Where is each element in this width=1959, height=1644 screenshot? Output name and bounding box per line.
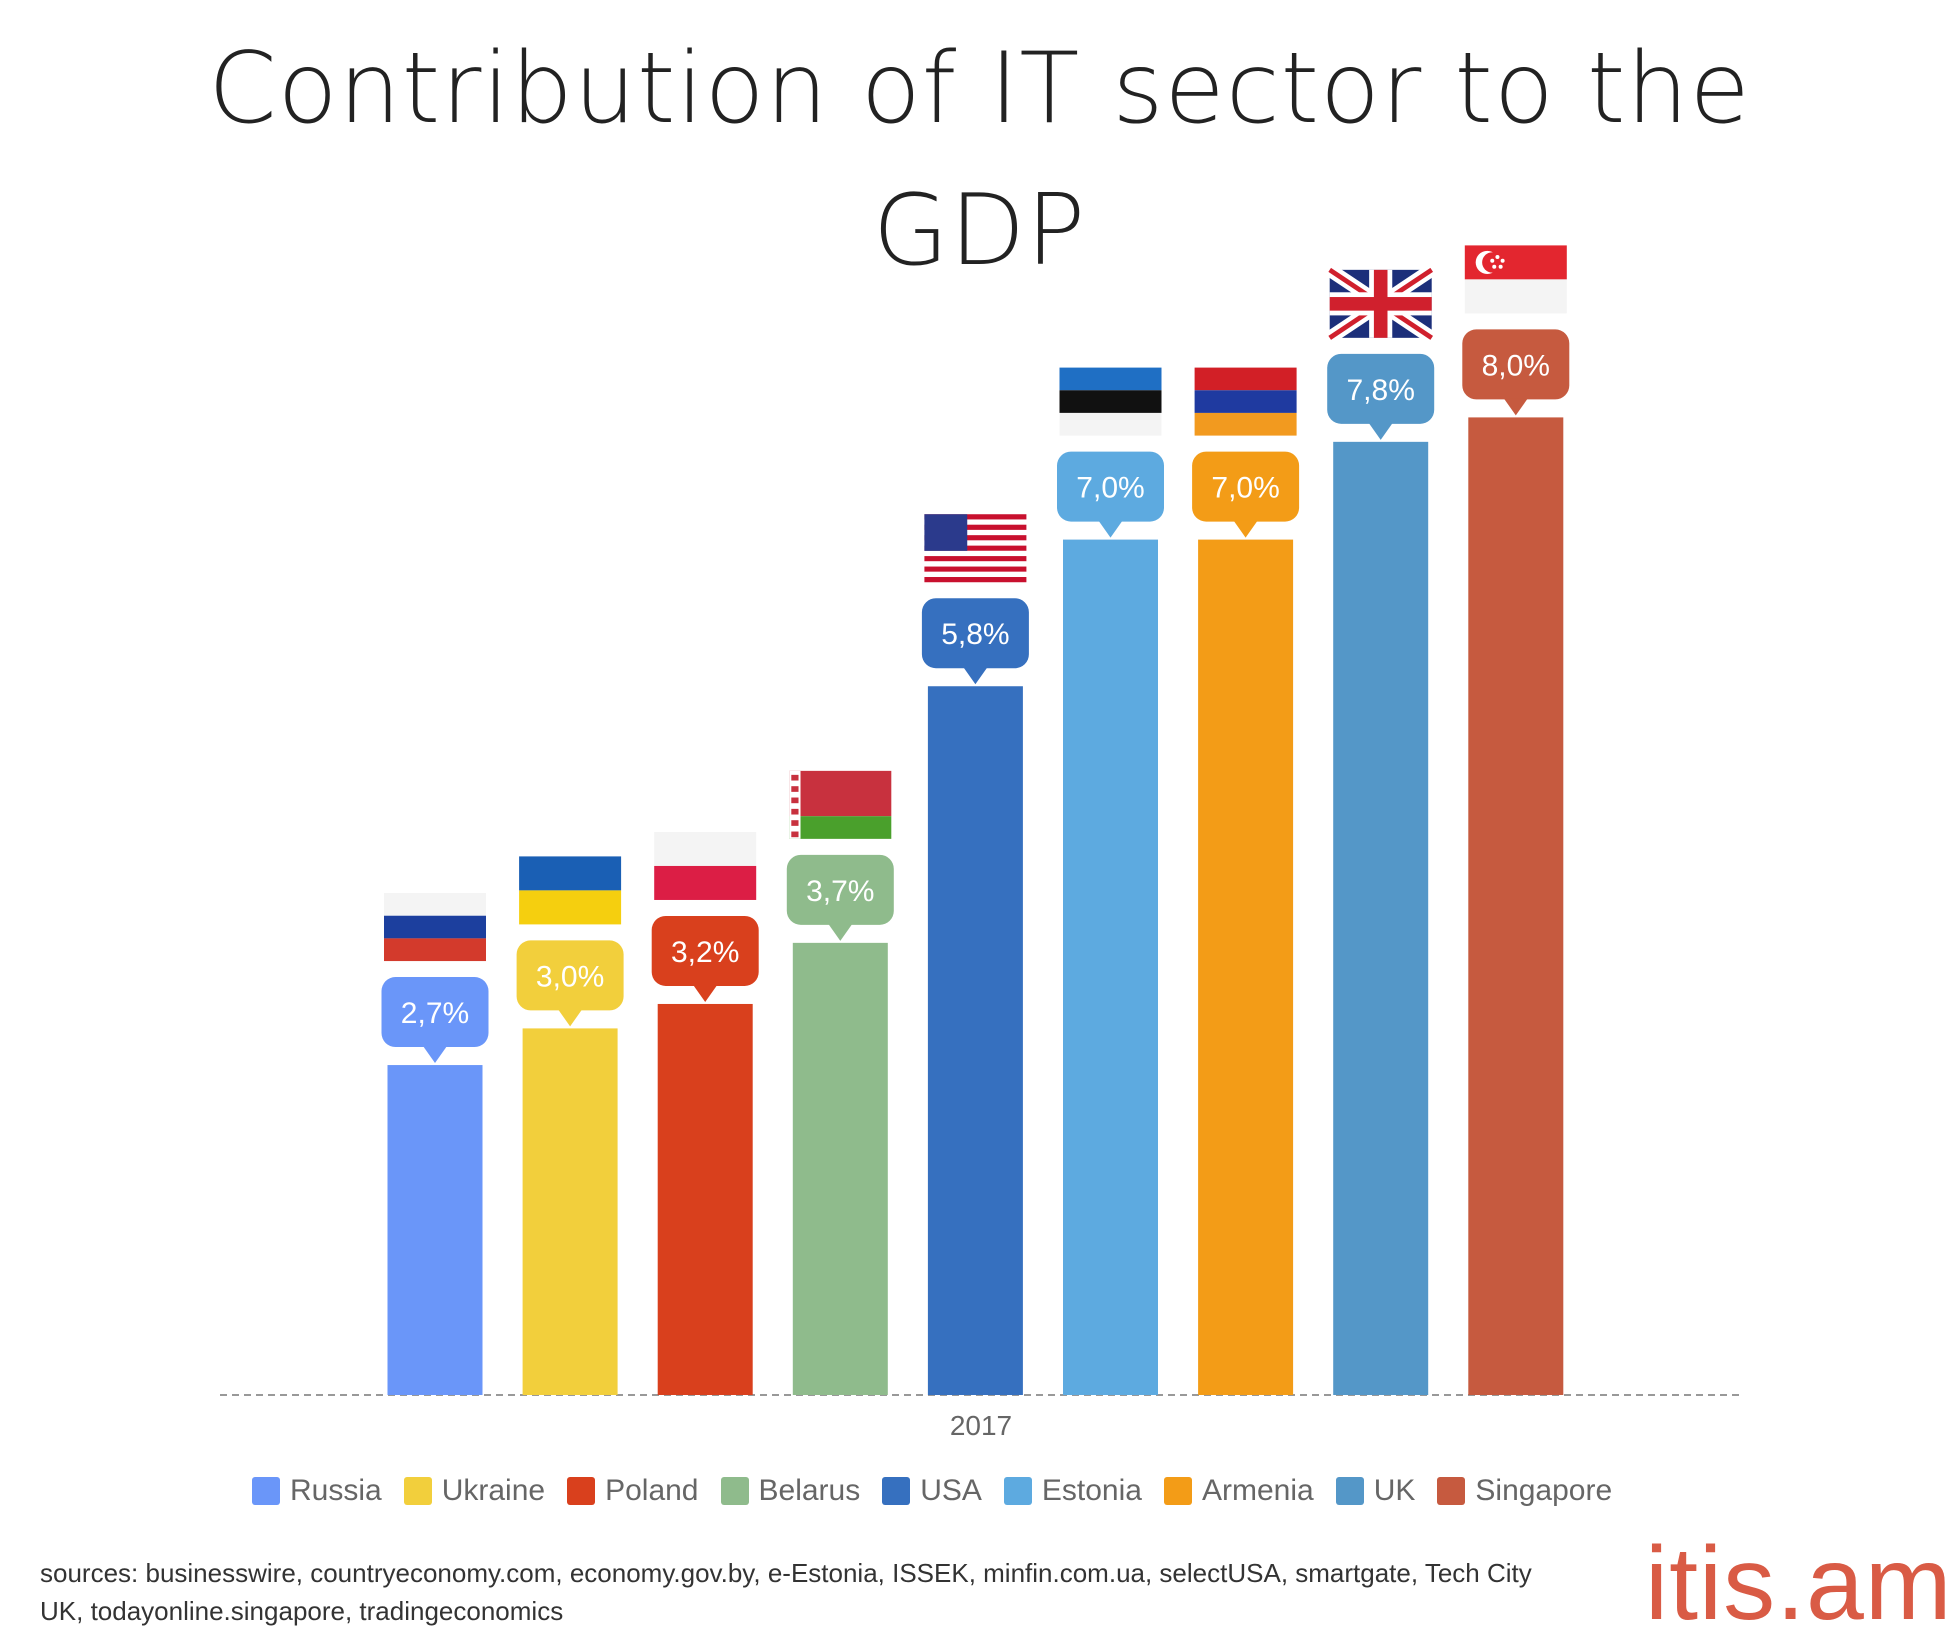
legend-swatch: [1003, 1477, 1032, 1505]
singapore-flag-icon: [1464, 245, 1567, 314]
bar-group-belarus: 3,7%: [786, 770, 894, 1395]
legend-label: Estonia: [1041, 1474, 1142, 1507]
bar-estonia: [1063, 539, 1158, 1395]
data-label-bubble: [1462, 329, 1570, 400]
data-label: 3,7%: [806, 875, 874, 908]
legend-swatch: [252, 1477, 280, 1505]
legend-item-estonia: Estonia: [1003, 1474, 1142, 1508]
uk-flag-icon: [1325, 264, 1436, 344]
bubble-pointer: [1368, 422, 1393, 440]
legend-label: USA: [920, 1474, 982, 1507]
bubble-pointer: [558, 1009, 583, 1027]
chart-title-line1: Contribution of IT sector to the: [208, 32, 1751, 146]
data-label: 8,0%: [1482, 349, 1550, 382]
legend-label: UK: [1373, 1474, 1416, 1507]
legend-item-singapore: Singapore: [1437, 1474, 1612, 1508]
bubble-pointer: [828, 923, 853, 941]
legend-item-russia: Russia: [252, 1474, 382, 1508]
bubble-pointer: [423, 1046, 447, 1064]
bar-belarus: [792, 942, 888, 1395]
data-label: 3,2%: [671, 936, 739, 969]
bar-group-usa: 5,8%: [921, 514, 1029, 1395]
data-label: 2,7%: [401, 997, 469, 1030]
data-label-bubble: [921, 598, 1029, 669]
data-label: 5,8%: [941, 618, 1009, 651]
legend-label: Poland: [605, 1474, 699, 1507]
data-label: 7,0%: [1211, 472, 1279, 505]
bar-group-russia: 2,7%: [381, 893, 489, 1395]
logo: itis.am: [1645, 1526, 1953, 1642]
bar-armenia: [1198, 539, 1294, 1395]
bar-ukraine: [522, 1028, 618, 1395]
legend-label: Ukraine: [441, 1474, 546, 1507]
bar-group-uk: 7,8%: [1325, 264, 1436, 1396]
bar-poland: [657, 1003, 753, 1395]
bar-uk: [1333, 441, 1429, 1396]
legend-item-armenia: Armenia: [1163, 1474, 1314, 1508]
legend-swatch: [1335, 1477, 1364, 1505]
data-label-bubble: [651, 915, 759, 986]
bar-group-estonia: 7,0%: [1057, 367, 1164, 1395]
legend-swatch: [720, 1477, 749, 1505]
data-label-bubble: [516, 940, 624, 1011]
bubble-pointer: [1098, 520, 1123, 538]
legend-item-poland: Poland: [567, 1474, 699, 1508]
legend-label: Russia: [290, 1474, 382, 1507]
bar-usa: [927, 686, 1023, 1395]
data-label-bubble: [1327, 353, 1435, 424]
legend-swatch: [882, 1477, 911, 1505]
usa-flag-icon: [924, 514, 1027, 583]
data-label-bubble: [786, 854, 894, 925]
armenia-flag-icon: [1194, 367, 1297, 436]
ukraine-flag-icon: [519, 856, 622, 925]
data-label-bubble: [1057, 451, 1164, 522]
bubble-pointer: [1233, 520, 1258, 538]
bar-group-ukraine: 3,0%: [516, 856, 624, 1395]
chart-title-line2: GDP: [872, 174, 1087, 288]
x-axis-tick-label: 2017: [949, 1410, 1013, 1441]
legend-swatch: [403, 1477, 432, 1505]
legend-swatch: [1437, 1477, 1466, 1505]
legend-label: Armenia: [1201, 1474, 1314, 1507]
bar-singapore: [1468, 417, 1564, 1395]
legend-item-usa: USA: [882, 1474, 982, 1508]
sources-note: sources: businesswire, countryeconomy.co…: [40, 1558, 1532, 1626]
estonia-flag-icon: [1059, 367, 1162, 436]
bubble-pointer: [693, 984, 718, 1002]
legend-swatch: [567, 1477, 596, 1505]
legend-item-belarus: Belarus: [720, 1474, 861, 1508]
legend-label: Belarus: [758, 1474, 861, 1507]
data-label: 3,0%: [536, 960, 604, 993]
poland-flag-icon: [654, 831, 757, 900]
legend-item-uk: UK: [1335, 1474, 1416, 1508]
legend-item-ukraine: Ukraine: [403, 1474, 546, 1508]
bubble-pointer: [1503, 398, 1528, 416]
legend-label: Singapore: [1475, 1474, 1613, 1507]
bar-group-singapore: 8,0%: [1462, 245, 1570, 1395]
russia-flag-icon: [384, 893, 486, 962]
bar-group-poland: 3,2%: [651, 831, 759, 1395]
data-label-bubble: [1192, 451, 1300, 522]
data-label: 7,8%: [1347, 374, 1415, 407]
bubble-pointer: [963, 667, 988, 685]
legend-swatch: [1163, 1477, 1192, 1505]
belarus-flag-icon: [789, 770, 892, 839]
bar-group-armenia: 7,0%: [1192, 367, 1300, 1395]
legend: Russia Ukraine Poland Belarus USA Estonia Arme…: [252, 1474, 1612, 1508]
data-label-bubble: [381, 977, 489, 1048]
bar-russia: [387, 1065, 483, 1395]
data-label: 7,0%: [1076, 472, 1144, 505]
